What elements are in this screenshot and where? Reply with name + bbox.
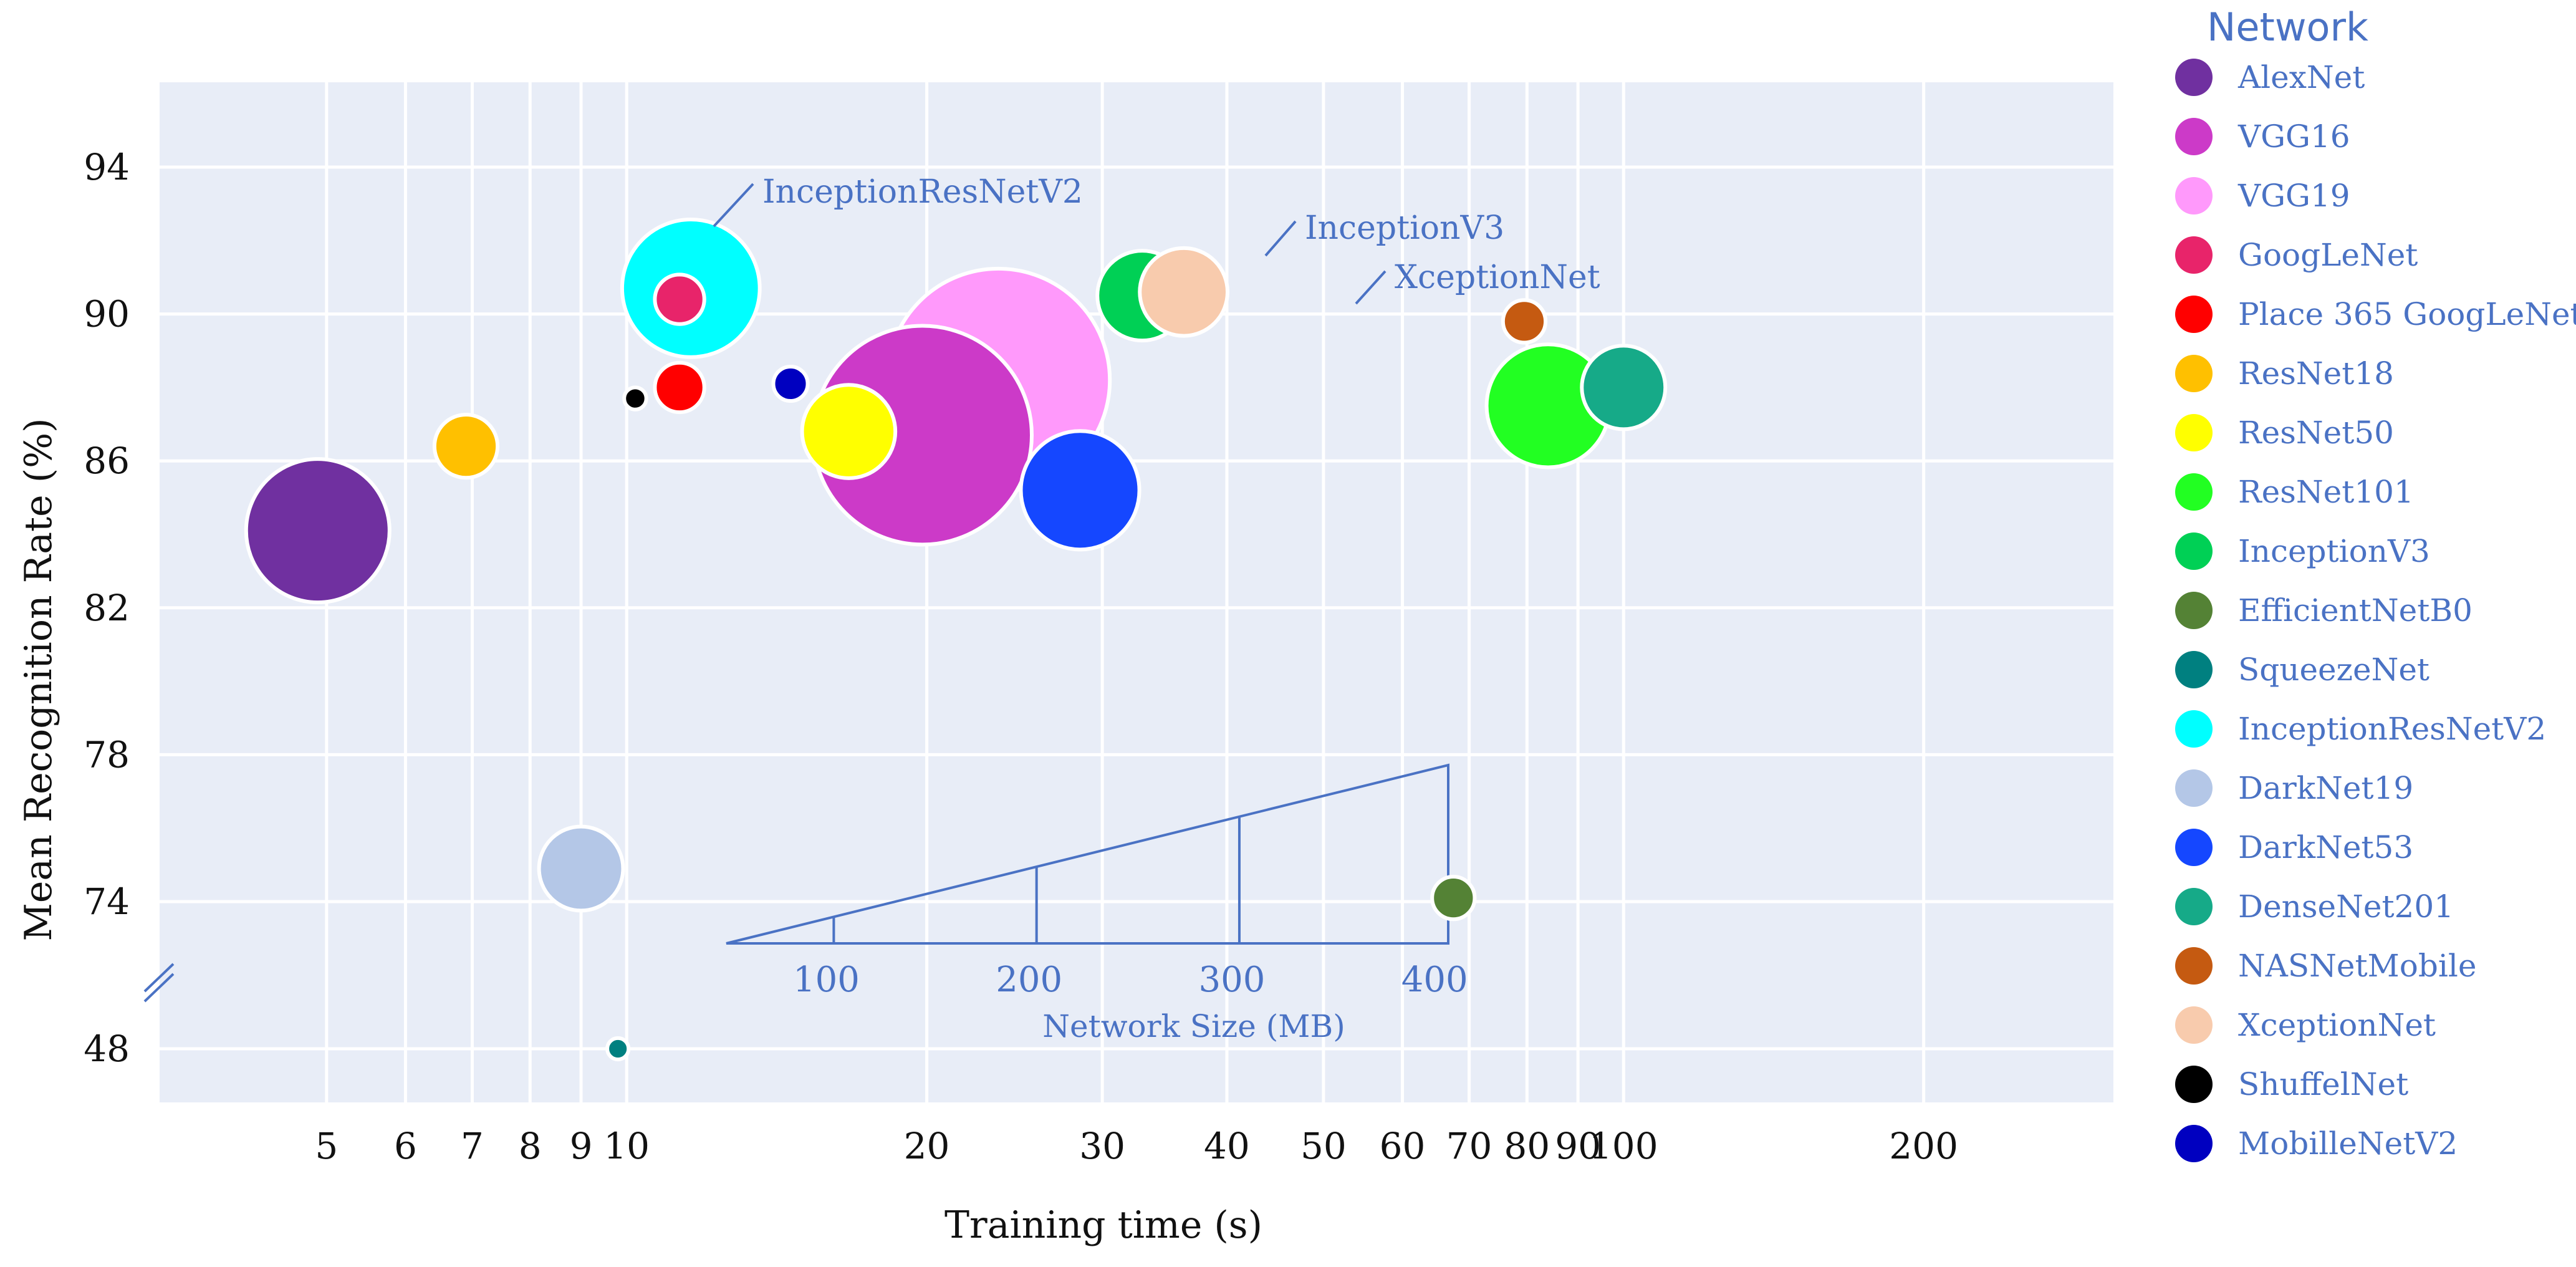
legend-label: InceptionV3 (2238, 533, 2430, 569)
legend-title: Network (2207, 4, 2368, 50)
size-key-title: Network Size (MB) (1042, 1008, 1345, 1044)
legend-swatch (2175, 1125, 2213, 1162)
legend: Network AlexNet VGG16 VGG19 GoogLeNet Place … (2175, 4, 2576, 1162)
x-tick-label: 20 (904, 1125, 950, 1167)
legend-swatch (2175, 947, 2213, 985)
x-tick-label: 50 (1300, 1125, 1347, 1167)
legend-label: ResNet18 (2238, 355, 2394, 392)
legend-label: VGG16 (2237, 118, 2350, 155)
legend-label: SqueezeNet (2238, 652, 2429, 688)
x-tick-label: 10 (603, 1125, 650, 1167)
legend-label: InceptionResNetV2 (2238, 711, 2546, 747)
legend-swatch (2175, 118, 2213, 155)
x-tick-label: 90 (1555, 1125, 1601, 1167)
vertical-gridlines (325, 82, 1926, 1102)
legend-swatch (2175, 829, 2213, 866)
bubble-resnet50 (800, 383, 898, 480)
annotation-label: InceptionResNetV2 (762, 173, 1083, 211)
legend-label: MobilleNetV2 (2238, 1125, 2458, 1162)
x-tick-label: 100 (1589, 1125, 1658, 1167)
bubble-nasnetmobile (1501, 298, 1548, 345)
bubble-densenet201 (1580, 344, 1668, 431)
legend-label: ShuffelNet (2238, 1066, 2408, 1102)
x-tick-label: 60 (1380, 1125, 1426, 1167)
legend-label: NASNetMobile (2238, 948, 2476, 984)
legend-swatch (2175, 1006, 2213, 1044)
y-tick-label: 78 (84, 733, 130, 776)
x-tick-label: 70 (1446, 1125, 1492, 1167)
bubble-xceptionnet (1138, 246, 1229, 338)
legend-swatch (2175, 592, 2213, 629)
bubble-darknet53 (1019, 429, 1141, 552)
y-tick-label: 86 (84, 440, 130, 482)
annotation-label: InceptionV3 (1305, 210, 1504, 247)
x-axis-title: Training time (s) (944, 1203, 1262, 1247)
annotations: InceptionResNetV2 InceptionV3 XceptionNe… (713, 173, 1600, 305)
y-axis-title: Mean Recognition Rate (%) (17, 418, 60, 941)
x-tick-label: 30 (1079, 1125, 1125, 1167)
bubble-place-365-googlenet (653, 360, 706, 415)
legend-label: GoogLeNet (2238, 237, 2418, 273)
legend-swatch (2175, 651, 2213, 688)
y-tick-label: 48 (84, 1028, 130, 1070)
bubble-shuffelnet (622, 385, 648, 412)
legend-label: EfficientNetB0 (2238, 592, 2473, 629)
y-tick-label: 74 (84, 880, 130, 923)
size-key-label: 300 (1199, 960, 1266, 1000)
legend-swatch (2175, 888, 2213, 925)
size-key-label: 200 (996, 960, 1062, 1000)
bubble-alexnet (244, 457, 392, 605)
bubbles (244, 218, 1668, 1062)
y-tick-labels: 48 74 78 82 86 90 94 (84, 146, 130, 1070)
legend-label: AlexNet (2237, 59, 2365, 95)
bubble-efficientnetb0 (1430, 874, 1477, 922)
x-tick-label: 5 (315, 1125, 338, 1167)
bubble-mobillenetv2 (771, 364, 810, 403)
x-tick-label: 40 (1204, 1125, 1250, 1167)
legend-label: XceptionNet (2238, 1007, 2436, 1043)
legend-swatch (2175, 414, 2213, 451)
x-tick-label: 9 (570, 1125, 593, 1167)
legend-label: ResNet101 (2238, 474, 2414, 510)
size-key-label: 100 (793, 960, 860, 1000)
plot-background (160, 82, 2113, 1102)
y-tick-label: 90 (84, 293, 130, 335)
legend-swatch (2175, 177, 2213, 214)
bubble-googlenet (653, 272, 706, 326)
size-key-wedge (726, 763, 1449, 945)
legend-label: DarkNet19 (2238, 770, 2413, 806)
x-tick-label: 8 (519, 1125, 542, 1167)
x-tick-label: 200 (1889, 1125, 1958, 1167)
legend-swatch (2175, 710, 2213, 748)
legend-swatch (2175, 473, 2213, 511)
bubble-darknet19 (537, 824, 625, 913)
x-tick-label: 7 (461, 1125, 484, 1167)
y-tick-label: 82 (84, 587, 130, 629)
x-tick-label: 6 (394, 1125, 417, 1167)
legend-swatch (2175, 236, 2213, 274)
y-tick-label: 94 (84, 146, 130, 188)
legend-swatch (2175, 769, 2213, 807)
x-tick-label: 80 (1504, 1125, 1550, 1167)
legend-swatch (2175, 355, 2213, 392)
legend-swatch (2175, 1066, 2213, 1103)
size-key-label: 400 (1401, 960, 1468, 1000)
legend-label: ResNet50 (2238, 415, 2394, 451)
legend-label: DenseNet201 (2238, 889, 2454, 925)
bubble-squeezenet (605, 1036, 631, 1062)
legend-label: VGG19 (2237, 178, 2350, 214)
legend-swatch (2175, 296, 2213, 333)
bubble-resnet18 (432, 413, 500, 480)
annotation-label: XceptionNet (1395, 259, 1600, 296)
size-key: 100 200 300 400 Network Size (MB) (726, 763, 1468, 1044)
legend-swatch (2175, 59, 2213, 96)
legend-label: DarkNet53 (2238, 829, 2413, 865)
axis-break-mark (143, 963, 175, 1003)
legend-swatch (2175, 532, 2213, 570)
legend-label: Place 365 GoogLeNet (2238, 296, 2576, 332)
